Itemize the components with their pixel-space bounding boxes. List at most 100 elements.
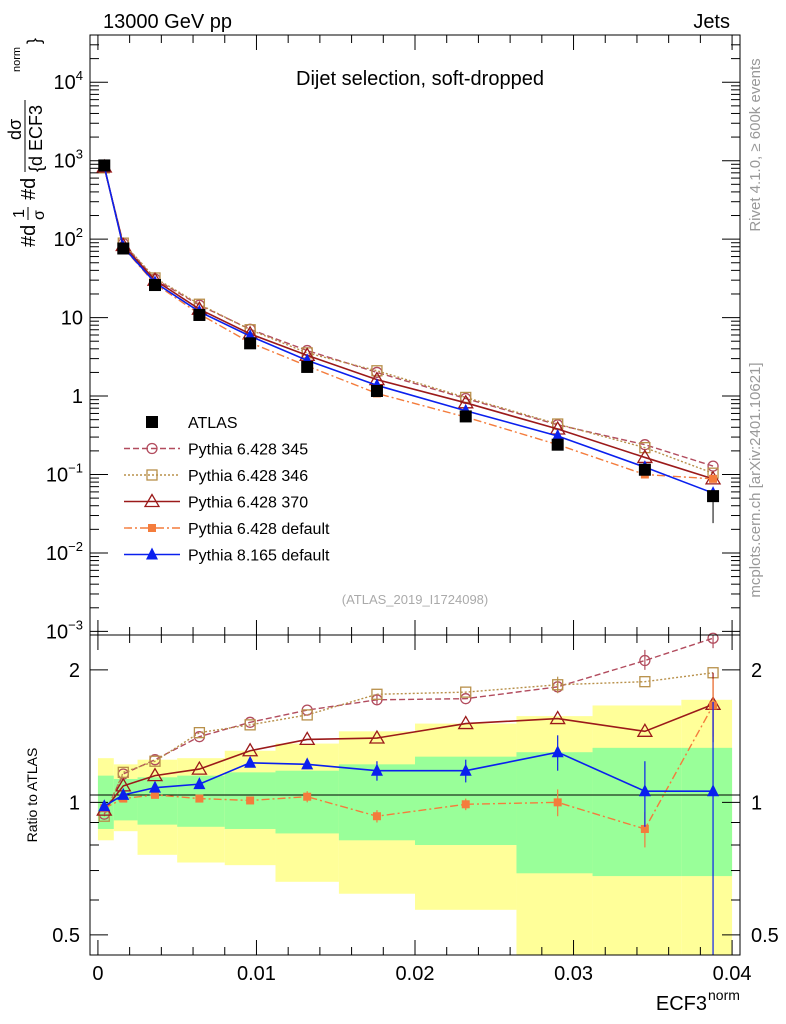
series-line-py346 (103, 167, 714, 474)
ratio-y-tick-label: 0.5 (52, 925, 80, 947)
ratio-point-py345 (460, 693, 472, 705)
main-frame (89, 34, 741, 636)
ylabel-brace: } (24, 38, 44, 44)
ratio-point-py8 (459, 763, 472, 776)
ratio-point-py370 (241, 742, 259, 757)
x-axis-label: ECF3 (656, 993, 707, 1015)
ratio-point-pydefault (461, 800, 470, 809)
ylabel-frac-num: 1 (11, 209, 28, 218)
x-tick-label: 0.03 (554, 963, 593, 985)
ratio-point-py346 (193, 727, 206, 739)
ratio-point-py8 (244, 755, 257, 768)
point-atlas (149, 279, 161, 292)
ratio-point-py370 (146, 767, 164, 782)
ratio-y-tick-label: 2 (69, 660, 80, 682)
legend-label-py370: Pythia 6.428 370 (188, 495, 308, 512)
ratio-point-py346 (301, 709, 313, 721)
ratio-line-py370 (103, 703, 714, 811)
ratio-point-py8 (370, 763, 383, 776)
ratio-point-py8 (149, 780, 161, 793)
x-tick-label: 0 (92, 963, 103, 985)
ratio-point-py8 (98, 799, 111, 812)
ratio-point-pydefault (640, 824, 649, 833)
main-ticks: 10−3 10−2 10−1 1 10 102 103 104 (46, 34, 740, 643)
legend-label-py346: Pythia 6.428 346 (188, 468, 308, 485)
point-atlas (638, 463, 651, 476)
main-y-tick-label: 104 (54, 68, 83, 94)
point-atlas (193, 308, 206, 321)
ylabel-norm: norm (11, 47, 23, 72)
legend-marker-py8 (146, 547, 158, 560)
main-y-tick-label: 103 (54, 147, 83, 173)
ratio-point-py8 (638, 784, 651, 797)
main-y-tick-label: 10−3 (46, 617, 83, 643)
ratio-point-pydefault (553, 798, 562, 807)
point-atlas (459, 410, 472, 423)
analysis-tag: (ATLAS_2019_I1724098) (342, 592, 488, 607)
ratio-point-py346 (117, 766, 129, 778)
ratio-point-py370 (549, 710, 566, 725)
ratio-y-tick-label-right: 2 (751, 660, 762, 682)
ratio-series-py8 (98, 702, 720, 955)
ratio-point-py346 (460, 686, 472, 698)
ratio-panel: 0.5 0.5 1 1 2 2 0 0.01 0.02 0.03 0.04 Ratio to ATL… (24, 632, 779, 1015)
legend-label-pydefault: Pythia 6.428 default (188, 521, 330, 538)
main-panel: 10−3 10−2 10−1 1 10 102 103 104 Dijet selection… (5, 34, 741, 643)
ratio-point-py346 (371, 688, 383, 700)
ratio-ticks: 0.5 0.5 1 1 2 2 0 0.01 0.02 0.03 0.04 (52, 635, 779, 985)
legend: ATLAS Pythia 6.428 345 Pythia 6.428 346 Pyt… (124, 415, 330, 565)
ratio-point-py346 (552, 679, 564, 691)
ratio-point-py370 (299, 731, 316, 746)
rivet-version-label: Rivet 4.1.0, ≥ 600k events (747, 58, 764, 231)
ratio-y-tick-label-right: 1 (751, 792, 762, 814)
ratio-point-pydefault (151, 790, 159, 799)
ratio-point-py8 (707, 784, 720, 797)
series-py370 (96, 158, 722, 485)
category-label: Jets (693, 11, 730, 33)
main-y-tick-label: 102 (54, 225, 83, 251)
ratio-bands (97, 699, 733, 955)
ratio-point-py370 (191, 760, 208, 775)
ylabel-hash-1: #d (18, 225, 40, 247)
ylabel-num: dσ (5, 119, 25, 140)
legend-marker-pydefault (148, 524, 156, 532)
main-y-tick-label: 10−1 (46, 461, 83, 487)
ratio-y-tick-label-right: 0.5 (751, 925, 779, 947)
uncertainty-band-green (516, 752, 593, 874)
ratio-point-py8 (301, 757, 314, 770)
point-atlas (244, 337, 257, 350)
legend-marker-py370 (143, 493, 161, 508)
chart-title: Dijet selection, soft-dropped (296, 68, 544, 90)
ylabel-den: {d ECF3 (26, 105, 46, 172)
ratio-point-py370 (457, 715, 474, 730)
x-axis-label-sup: norm (708, 987, 740, 1003)
ratio-point-py346 (149, 755, 161, 767)
ylabel-frac-den: σ (31, 210, 48, 220)
ratio-point-pydefault (372, 812, 381, 821)
ratio-point-py8 (117, 787, 130, 800)
mcplots-label: mcplots.cern.ch [arXiv:2401.10621] (747, 362, 764, 597)
ratio-line-py345 (103, 637, 714, 815)
ratio-y-tick-label: 1 (69, 792, 80, 814)
ratio-y-label: Ratio to ATLAS (24, 748, 40, 843)
legend-marker-py345 (146, 442, 158, 455)
legend-marker-atlas (146, 416, 158, 428)
main-series (96, 158, 722, 524)
energy-label: 13000 GeV pp (103, 11, 232, 33)
point-atlas (301, 360, 314, 373)
ratio-frame (89, 634, 741, 956)
point-py346 (371, 365, 383, 377)
point-atlas (98, 159, 111, 172)
ratio-point-pydefault (303, 792, 312, 801)
point-atlas (117, 242, 130, 255)
main-y-label: #d 1 σ #d dσ {d ECF3 norm } (5, 38, 48, 247)
ratio-point-py8 (551, 745, 564, 758)
point-atlas (551, 438, 564, 451)
series-pydefault (100, 162, 718, 483)
x-tick-label: 0.02 (396, 963, 435, 985)
ratio-point-py370 (636, 723, 654, 737)
ylabel-hash-2: #d (18, 178, 40, 200)
uncertainty-band-green (592, 747, 682, 877)
point-atlas (707, 490, 720, 503)
